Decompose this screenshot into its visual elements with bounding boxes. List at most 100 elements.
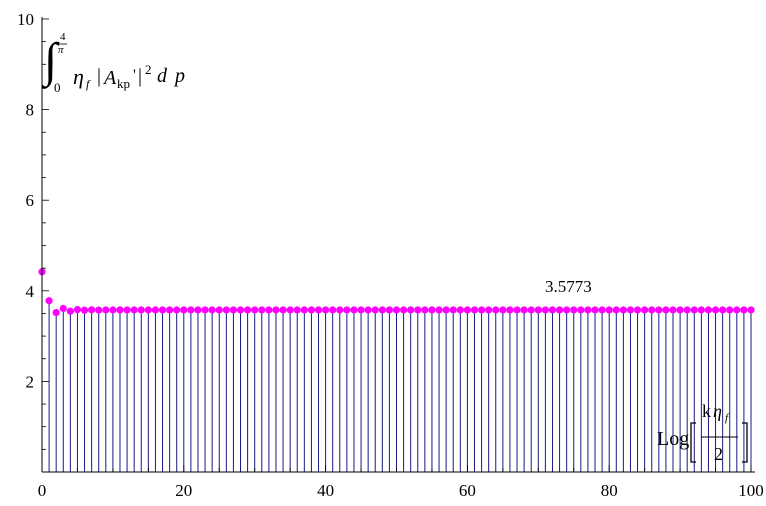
x-tick-label-80: 80 [601,481,618,500]
point-59 [456,306,464,314]
point-88 [662,306,670,314]
point-52 [407,306,415,314]
point-40 [322,306,330,314]
point-60 [463,306,471,314]
point-83 [626,306,635,314]
point-series [38,268,755,317]
point-69 [527,306,535,314]
svg-text:f: f [725,412,730,424]
y-axis-label: ∫ 4 π 0 η f | A kp ' | 2 d p [41,31,185,95]
svg-text:|: | [97,65,101,87]
x-tick-label-60: 60 [459,481,476,500]
y-tick-label-4: 4 [26,282,35,301]
point-34 [279,306,287,314]
point-13 [130,306,138,314]
point-91 [683,306,691,314]
y-tick-label-8: 8 [26,101,35,120]
point-87 [655,306,663,314]
svg-text:p: p [173,65,185,87]
point-49 [385,306,394,314]
svg-text:2: 2 [714,444,723,464]
x-tick-label-100: 100 [738,481,764,500]
point-26 [222,306,230,314]
point-9 [102,306,110,314]
point-65 [499,306,507,314]
point-58 [449,306,457,314]
point-22 [194,306,202,314]
point-62 [477,306,486,314]
point-81 [612,306,620,314]
point-99 [740,306,748,314]
point-82 [619,306,627,314]
svg-text:2: 2 [145,62,152,77]
point-57 [442,306,450,314]
svg-text:4: 4 [60,31,66,43]
point-54 [421,306,429,314]
point-4 [66,307,74,315]
point-68 [520,306,528,314]
point-45 [357,306,365,314]
point-27 [229,306,238,314]
point-89 [669,306,677,314]
point-64 [492,306,500,314]
x-tick-label-40: 40 [317,481,334,500]
point-42 [336,306,344,314]
point-80 [605,306,613,314]
point-20 [180,306,188,314]
point-46 [364,306,372,314]
point-84 [633,306,642,314]
point-96 [719,306,727,314]
svg-text:η: η [73,64,84,89]
point-35 [286,306,294,314]
point-28 [236,306,245,314]
point-14 [137,306,145,314]
svg-text:0: 0 [54,80,61,95]
point-6 [80,306,89,314]
point-77 [584,306,592,314]
value-annotation: 3.5773 [545,277,592,296]
point-38 [307,306,316,314]
point-43 [343,306,351,314]
point-30 [251,306,259,314]
point-10 [109,306,117,314]
point-70 [534,306,542,314]
point-48 [378,306,386,314]
svg-text:Log: Log [657,428,689,450]
y-tick-label-2: 2 [26,372,35,391]
point-3 [59,304,67,313]
x-tick-label-20: 20 [175,481,192,500]
point-5 [73,305,82,314]
point-17 [158,306,167,314]
svg-text:∫: ∫ [41,34,60,89]
point-61 [470,306,479,314]
point-7 [88,306,96,314]
point-41 [329,306,337,314]
point-63 [485,306,493,314]
point-98 [733,306,741,314]
point-47 [371,306,379,314]
svg-text:k: k [702,401,711,421]
point-66 [506,306,514,314]
svg-text:A: A [102,67,117,89]
point-79 [598,306,606,314]
point-51 [399,306,408,314]
point-18 [166,306,174,314]
point-23 [201,306,209,314]
point-53 [414,306,422,314]
point-12 [123,306,131,314]
point-24 [208,306,216,314]
point-31 [258,306,266,314]
y-tick-label-6: 6 [26,191,35,210]
point-15 [144,306,152,314]
point-36 [293,306,301,314]
point-86 [648,306,656,314]
point-85 [641,306,649,314]
x-tick-label-0: 0 [38,481,47,500]
point-50 [392,306,401,314]
point-16 [151,306,160,314]
axes [41,17,755,473]
point-39 [314,306,323,314]
svg-text:|: | [138,65,142,87]
